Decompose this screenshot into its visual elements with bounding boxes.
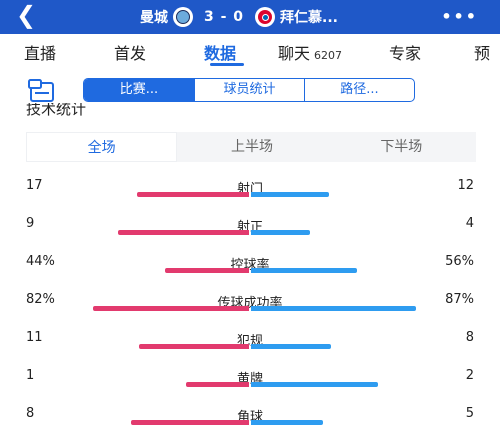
more-dots-icon[interactable]: ••• bbox=[441, 7, 478, 26]
home-team-name: 曼城 bbox=[140, 10, 168, 26]
stat-home-value: 1 bbox=[26, 368, 35, 383]
home-team-crest-icon bbox=[173, 7, 193, 27]
tab-lineup[interactable]: 首发 bbox=[114, 44, 147, 63]
match-header: ❮ 曼城 3 - 0 拜仁慕... ••• bbox=[0, 0, 500, 34]
stat-away-bar bbox=[251, 344, 331, 349]
stat-row: 11 犯规 8 bbox=[0, 330, 500, 360]
tab-prediction[interactable]: 预 bbox=[474, 44, 491, 63]
tab-expert[interactable]: 专家 bbox=[389, 44, 422, 63]
main-tab-bar: 直播 首发 数据 聊天 6207 专家 预 bbox=[0, 34, 500, 68]
active-tab-indicator bbox=[210, 63, 244, 66]
stat-home-bar bbox=[137, 192, 249, 197]
stat-home-bar bbox=[139, 344, 249, 349]
chat-count: 6207 bbox=[314, 49, 343, 62]
stat-away-value: 4 bbox=[465, 216, 474, 231]
stat-away-bar bbox=[251, 230, 310, 235]
segment-path[interactable]: 路径... bbox=[304, 79, 414, 101]
section-title: 技术统计 bbox=[26, 103, 87, 117]
stat-home-value: 11 bbox=[26, 330, 43, 345]
stat-away-value: 12 bbox=[457, 178, 474, 193]
stat-row: 82% 传球成功率 87% bbox=[0, 292, 500, 322]
stat-home-value: 44% bbox=[26, 254, 55, 269]
stat-home-bar bbox=[186, 382, 249, 387]
stat-row: 17 射门 12 bbox=[0, 178, 500, 208]
stat-home-bar bbox=[131, 420, 249, 425]
stat-row: 8 角球 5 bbox=[0, 406, 500, 436]
stat-away-bar bbox=[251, 192, 329, 197]
stat-away-value: 87% bbox=[445, 292, 474, 307]
stat-home-bar bbox=[165, 268, 249, 273]
stat-row: 44% 控球率 56% bbox=[0, 254, 500, 284]
segment-player-stats[interactable]: 球员统计 bbox=[194, 79, 304, 101]
stat-home-value: 17 bbox=[26, 178, 43, 193]
stat-home-value: 9 bbox=[26, 216, 35, 231]
stat-away-bar bbox=[251, 382, 378, 387]
stat-away-value: 2 bbox=[465, 368, 474, 383]
stat-away-value: 56% bbox=[445, 254, 474, 269]
stat-away-bar bbox=[251, 306, 416, 311]
tab-chat[interactable]: 聊天 6207 bbox=[278, 44, 343, 63]
match-score: 3 - 0 bbox=[204, 9, 245, 25]
back-chevron-icon[interactable]: ❮ bbox=[16, 1, 37, 29]
stat-home-bar bbox=[118, 230, 249, 235]
stat-row: 1 黄牌 2 bbox=[0, 368, 500, 398]
away-team-name: 拜仁慕... bbox=[280, 10, 339, 26]
stat-home-value: 82% bbox=[26, 292, 55, 307]
period-second-half[interactable]: 下半场 bbox=[380, 139, 423, 155]
period-first-half[interactable]: 上半场 bbox=[230, 139, 273, 155]
stat-home-value: 8 bbox=[26, 406, 35, 421]
stat-away-value: 5 bbox=[465, 406, 474, 421]
away-team-crest-icon bbox=[255, 7, 276, 27]
tab-live[interactable]: 直播 bbox=[24, 44, 57, 63]
share-image-icon[interactable] bbox=[27, 78, 59, 104]
segment-match-stats[interactable]: 比赛... bbox=[84, 79, 194, 101]
tab-data[interactable]: 数据 bbox=[204, 44, 237, 63]
stat-away-value: 8 bbox=[465, 330, 474, 345]
period-full[interactable]: 全场 bbox=[26, 132, 178, 162]
stats-segment-control: 比赛... 球员统计 路径... bbox=[83, 78, 415, 102]
stat-away-bar bbox=[251, 268, 357, 273]
stat-home-bar bbox=[93, 306, 249, 311]
period-switch: 全场 上半场 下半场 bbox=[26, 132, 476, 162]
stat-away-bar bbox=[251, 420, 323, 425]
match-scoreline: 曼城 3 - 0 拜仁慕... bbox=[140, 6, 338, 28]
stat-row: 9 射正 4 bbox=[0, 216, 500, 246]
